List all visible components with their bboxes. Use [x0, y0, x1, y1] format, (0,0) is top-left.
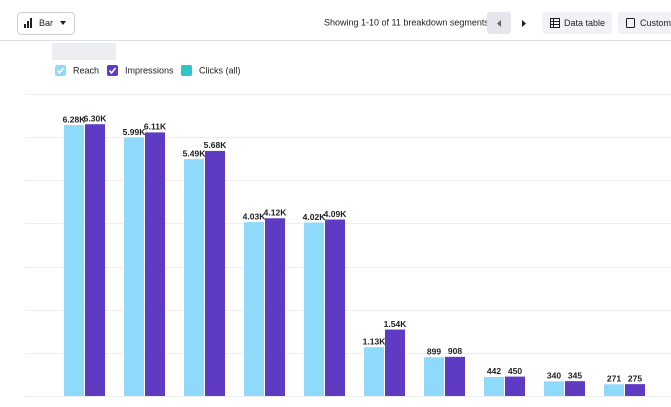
data-label: 4.09K: [324, 209, 348, 219]
data-label: 4.02K: [303, 212, 327, 222]
data-label: 6.11K: [144, 122, 167, 132]
next-arrow: [522, 20, 526, 27]
data-label: 340: [547, 371, 561, 381]
bar: [145, 132, 165, 396]
data-label: 899: [427, 346, 441, 356]
bar: [505, 376, 525, 396]
data-label: 5.68K: [204, 140, 228, 150]
legend-check: [56, 67, 65, 75]
bar-icon: [24, 18, 32, 28]
data-label: 275: [628, 373, 642, 383]
data-label: 5.99K: [123, 127, 147, 137]
bar: [325, 219, 345, 396]
bar: [244, 222, 264, 396]
data-label: 1.13K: [363, 336, 387, 346]
legend-swatch: [55, 65, 66, 76]
data-label: 1.54K: [384, 319, 408, 329]
placeholder: [52, 43, 116, 60]
customize-icon: [626, 18, 635, 28]
bar: [85, 124, 105, 396]
pagination-text: Showing 1-10 of 11 breakdown segments: [324, 17, 489, 27]
chart-type-label: Bar: [39, 18, 53, 28]
bar: [184, 159, 204, 396]
bar: [205, 150, 225, 396]
data-table-label: Data table: [564, 18, 605, 28]
bar: [265, 218, 285, 396]
data-label: 6.30K: [84, 113, 108, 123]
legend-swatch: [107, 65, 118, 76]
data-table-button[interactable]: [542, 12, 612, 34]
bar: [484, 376, 504, 396]
data-label: 271: [607, 374, 621, 384]
bar: [64, 125, 84, 396]
data-label: 4.12K: [264, 208, 288, 218]
bar: [565, 381, 585, 396]
bar: [544, 381, 564, 396]
legend-check: [108, 67, 117, 75]
data-label: 6.28K: [63, 114, 87, 124]
legend-swatch: [181, 65, 192, 76]
bar: [385, 329, 405, 396]
bar: [445, 356, 465, 396]
legend-label: Reach: [73, 65, 99, 75]
data-label: 442: [487, 366, 501, 376]
customize-label: Customize: [640, 18, 671, 28]
data-label: 4.03K: [243, 211, 267, 221]
bar: [304, 222, 324, 396]
data-label: 345: [568, 370, 582, 380]
legend-label: Impressions: [125, 65, 174, 75]
data-label: 908: [448, 346, 462, 356]
dropdown-arrow: [60, 21, 66, 25]
bar: [124, 137, 144, 396]
bar: [424, 357, 444, 396]
grid: [25, 94, 671, 397]
data-label: 5.49K: [183, 148, 207, 158]
bar: [604, 384, 624, 396]
legend: Reach Impressions Clicks (all): [55, 65, 241, 76]
customize-button[interactable]: [618, 12, 671, 34]
bar: [625, 384, 645, 396]
table-icon: [550, 18, 560, 28]
prev-arrow: [497, 20, 501, 27]
legend-label: Clicks (all): [199, 65, 241, 75]
bar: [364, 347, 384, 396]
data-label: 450: [508, 366, 522, 376]
